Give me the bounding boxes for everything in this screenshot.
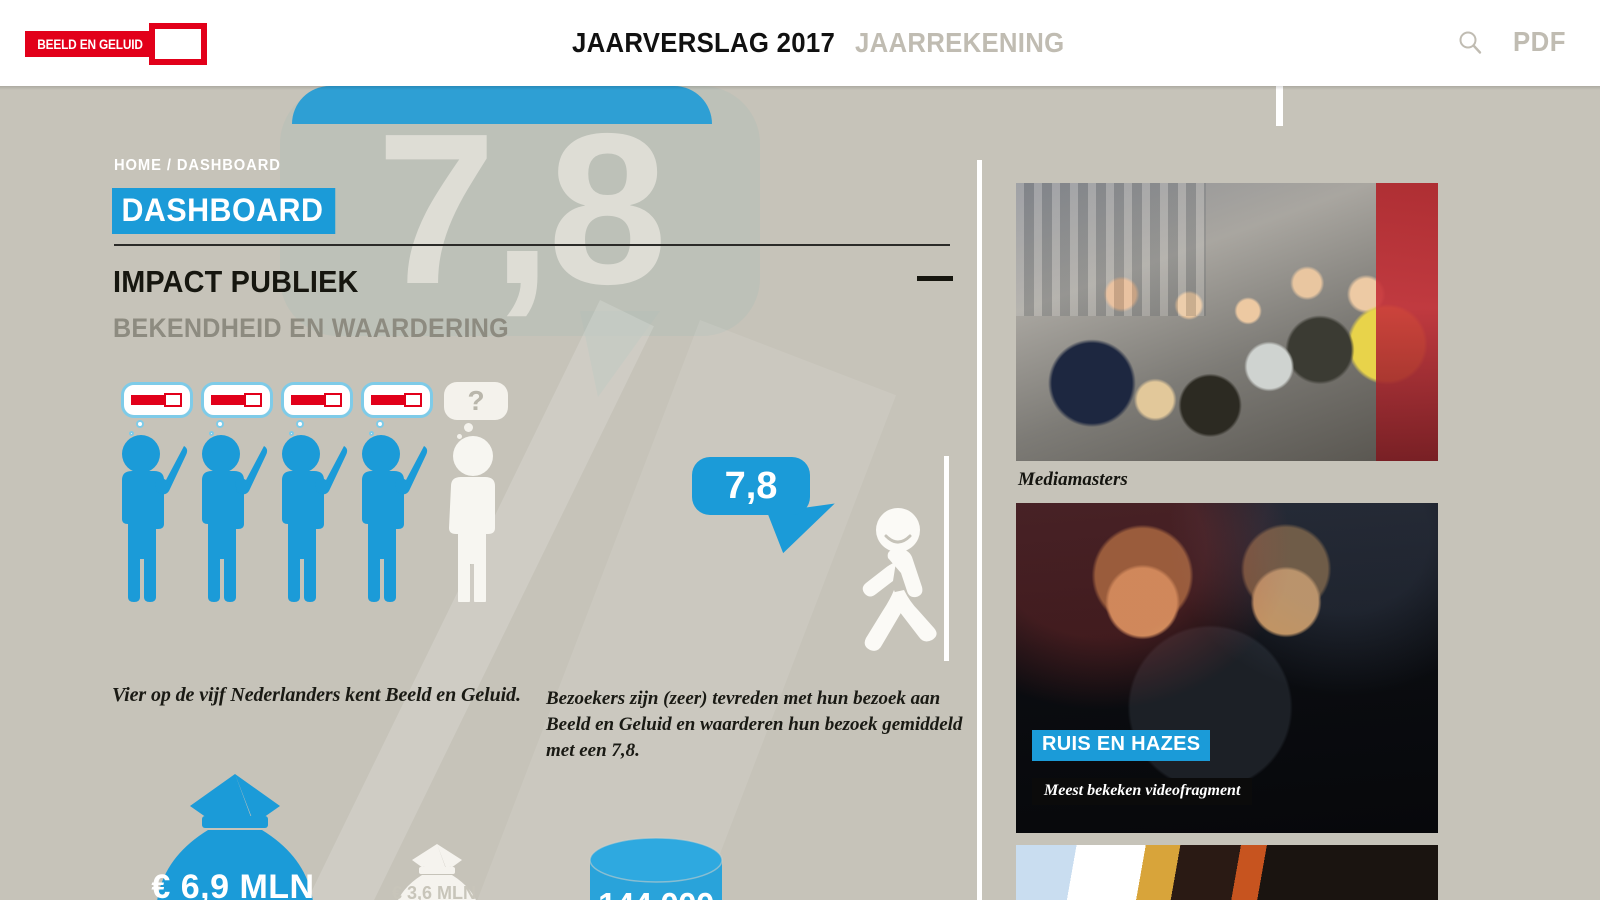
moneybag-secondary-icon xyxy=(398,844,476,900)
bekendheid-people-chart: ? xyxy=(114,382,534,602)
watermark-bubble-body xyxy=(280,86,760,336)
header-shadow xyxy=(0,86,1600,90)
logo-wordmark: BEELD EN GELUID xyxy=(25,31,155,57)
site-header: BEELD EN GELUID JAARVERSLAG 2017 JAARREK… xyxy=(0,0,1600,86)
mini-logo-icon xyxy=(291,393,343,407)
pdf-download-link[interactable]: PDF xyxy=(1512,26,1566,57)
section-title: IMPACT PUBLIEK xyxy=(113,264,359,299)
person-icon xyxy=(122,435,188,602)
bubble-dot xyxy=(296,420,304,428)
person-icon xyxy=(449,436,495,602)
moneybag-primary-icon xyxy=(157,774,313,900)
visitors-primary-cylinder xyxy=(589,837,723,900)
title-divider xyxy=(114,244,950,246)
people-caption: Vier op de vijf Nederlanders kent Beeld … xyxy=(112,684,521,706)
mini-logo-icon xyxy=(211,393,263,407)
score-caption: Bezoekers zijn (zeer) tevreden met hun b… xyxy=(546,688,963,761)
question-mark-icon: ? xyxy=(467,385,485,416)
thought-bubble xyxy=(201,382,273,418)
nav-item-jaarverslag[interactable]: JAARVERSLAG 2017 xyxy=(572,27,836,58)
header-notch-divider xyxy=(1276,86,1283,126)
bubble-dot xyxy=(209,431,214,436)
breadcrumb[interactable]: HOME / DASHBOARD xyxy=(114,157,281,174)
person-knows-2 xyxy=(194,382,276,602)
bubble-dot xyxy=(457,434,462,439)
search-icon[interactable] xyxy=(1457,29,1483,55)
person-knows-1 xyxy=(114,382,196,602)
person-knows-4 xyxy=(354,382,436,602)
person-unknown: ? xyxy=(439,382,521,602)
thought-bubble xyxy=(281,382,353,418)
score-value: 7,8 xyxy=(724,465,778,507)
media-card-third[interactable] xyxy=(1016,845,1438,900)
moneybag-secondary-label: € 3,6 MLN xyxy=(391,883,477,900)
mediamasters-photo xyxy=(1016,183,1438,461)
mini-logo-icon xyxy=(131,393,183,407)
person-icon xyxy=(362,435,428,602)
content-sidebar-divider xyxy=(977,160,982,900)
bubble-dot xyxy=(216,420,224,428)
person-knows-3 xyxy=(274,382,356,602)
media-caption: Mediamasters xyxy=(1018,469,1128,490)
bubble-dot xyxy=(129,431,134,436)
thought-bubble xyxy=(361,382,433,418)
media-card-ruis-en-hazes[interactable]: RUIS EN HAZES Meest bekeken videofragmen… xyxy=(1016,503,1438,833)
person-icon xyxy=(282,435,348,602)
media-thumbnail[interactable]: RUIS EN HAZES Meest bekeken videofragmen… xyxy=(1016,503,1438,833)
question-bubble: ? xyxy=(444,382,508,420)
mini-logo-icon xyxy=(371,393,423,407)
media-sidebar: Mediamasters RUIS EN HAZES Meest bekeken… xyxy=(1016,183,1438,900)
watermark-bubble-tail xyxy=(580,311,660,397)
moneybag-primary-label: € 6,9 MLN xyxy=(151,868,315,900)
bubble-dot xyxy=(136,420,144,428)
person-icon xyxy=(202,435,268,602)
main-content: HOME / DASHBOARD DASHBOARD IMPACT PUBLIE… xyxy=(0,86,980,900)
background-watermark-bubble: 7,8 xyxy=(280,86,760,397)
minus-icon[interactable] xyxy=(917,276,953,281)
watermark-score: 7,8 xyxy=(376,88,668,329)
third-media-photo xyxy=(1016,845,1438,900)
logo-square-icon xyxy=(149,23,207,65)
bubble-dot xyxy=(289,431,294,436)
watermark-bubble-top-band xyxy=(292,86,712,124)
nav-item-jaarrekening[interactable]: JAARREKENING xyxy=(855,27,1065,58)
media-tag-badge: RUIS EN HAZES xyxy=(1032,730,1211,761)
media-subtitle-badge: Meest bekeken videofragment xyxy=(1032,778,1253,805)
section-subtitle: BEKENDHEID EN WAARDERING xyxy=(113,313,509,343)
score-speech-bubble: 7,8 xyxy=(692,457,810,515)
page-title: DASHBOARD xyxy=(112,188,335,234)
vertical-accent-rule xyxy=(944,456,949,661)
media-card-mediamasters[interactable]: Mediamasters xyxy=(1016,183,1438,491)
thought-bubble xyxy=(121,382,193,418)
visitors-primary-label: 144.000 xyxy=(588,886,724,900)
media-thumbnail[interactable] xyxy=(1016,845,1438,900)
bubble-dot xyxy=(376,420,384,428)
beeld-en-geluid-logo[interactable]: BEELD EN GELUID xyxy=(25,23,210,65)
logo-text: BEELD EN GELUID xyxy=(37,36,143,52)
walking-person-icon xyxy=(862,508,937,651)
media-thumbnail[interactable] xyxy=(1016,183,1438,461)
bubble-dot xyxy=(369,431,374,436)
bubble-dot xyxy=(464,423,473,432)
